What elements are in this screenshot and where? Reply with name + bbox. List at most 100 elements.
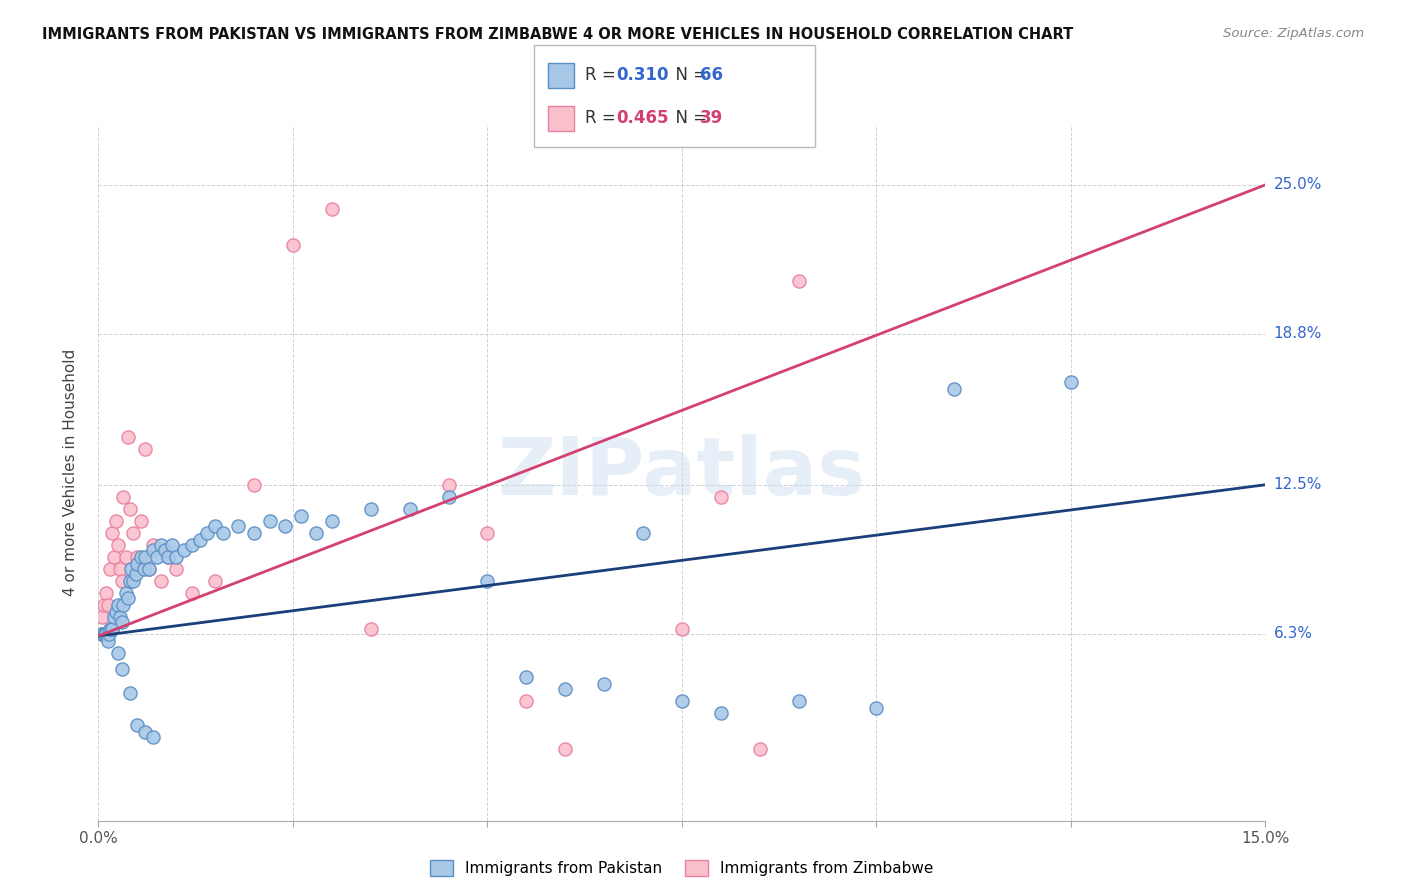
Point <box>101 622 124 636</box>
Point <box>515 670 537 684</box>
Point <box>204 574 226 588</box>
Point <box>127 557 149 571</box>
Text: N =: N = <box>665 66 713 85</box>
Point <box>98 562 121 576</box>
Point <box>96 585 118 599</box>
Text: 0.310: 0.310 <box>616 66 668 85</box>
Point <box>180 538 202 552</box>
Point <box>117 430 139 444</box>
Point <box>943 382 966 396</box>
Point <box>134 724 156 739</box>
Point <box>146 549 169 564</box>
Point <box>157 549 180 564</box>
Point <box>104 605 127 619</box>
Text: 0.465: 0.465 <box>616 110 668 128</box>
Point <box>100 622 122 636</box>
Point <box>127 549 149 564</box>
Point <box>101 525 124 540</box>
Point <box>98 622 121 636</box>
Point <box>142 538 165 552</box>
Point <box>107 598 129 612</box>
Text: 66: 66 <box>700 66 723 85</box>
Text: ZIPatlas: ZIPatlas <box>498 434 866 512</box>
Point <box>149 574 172 588</box>
Point <box>321 202 343 216</box>
Point <box>134 549 156 564</box>
Point <box>93 626 115 640</box>
Point <box>111 663 134 677</box>
Point <box>360 501 382 516</box>
Text: R =: R = <box>585 66 621 85</box>
Point <box>118 686 141 700</box>
Point <box>212 525 235 540</box>
Point <box>360 622 382 636</box>
Point <box>127 717 149 731</box>
Point <box>108 562 131 576</box>
Text: 12.5%: 12.5% <box>1274 477 1322 492</box>
Point <box>398 501 420 516</box>
Point <box>671 622 693 636</box>
Point <box>138 562 160 576</box>
Point <box>228 518 250 533</box>
Point <box>114 585 136 599</box>
Text: 25.0%: 25.0% <box>1274 178 1322 193</box>
Point <box>305 525 328 540</box>
Point <box>259 514 281 528</box>
Point <box>710 706 733 720</box>
Point <box>243 525 266 540</box>
Point <box>111 615 134 629</box>
Point <box>554 741 576 756</box>
Point <box>90 626 112 640</box>
Point <box>437 490 460 504</box>
Point <box>103 609 125 624</box>
Point <box>120 562 142 576</box>
Point <box>107 646 129 660</box>
Point <box>122 525 145 540</box>
Point <box>281 237 304 252</box>
Point <box>1060 375 1083 389</box>
Point <box>97 633 120 648</box>
Text: R =: R = <box>585 110 621 128</box>
Point <box>865 701 887 715</box>
Point <box>165 562 187 576</box>
Point <box>173 542 195 557</box>
Point <box>118 574 141 588</box>
Point <box>274 518 297 533</box>
Point <box>104 514 127 528</box>
Point <box>195 525 218 540</box>
Point <box>157 549 180 564</box>
Point <box>98 626 121 640</box>
Point <box>125 566 148 581</box>
Point <box>153 542 176 557</box>
Point <box>122 574 145 588</box>
Text: IMMIGRANTS FROM PAKISTAN VS IMMIGRANTS FROM ZIMBABWE 4 OR MORE VEHICLES IN HOUSE: IMMIGRANTS FROM PAKISTAN VS IMMIGRANTS F… <box>42 27 1073 42</box>
Text: 6.3%: 6.3% <box>1274 626 1313 641</box>
Point <box>162 538 184 552</box>
Point <box>710 490 733 504</box>
Point <box>117 591 139 605</box>
Y-axis label: 4 or more Vehicles in Household: 4 or more Vehicles in Household <box>63 349 77 597</box>
Point <box>97 598 120 612</box>
Point <box>787 274 810 288</box>
Point <box>290 508 312 523</box>
Point <box>112 598 135 612</box>
Point <box>631 525 654 540</box>
Point <box>180 585 202 599</box>
Point <box>437 477 460 491</box>
Point <box>321 514 343 528</box>
Point <box>118 501 141 516</box>
Point <box>114 549 136 564</box>
Point <box>142 542 165 557</box>
Point <box>112 490 135 504</box>
Point <box>111 574 134 588</box>
Point <box>138 562 160 576</box>
Point <box>132 562 155 576</box>
Point <box>129 549 152 564</box>
Point <box>134 442 156 456</box>
Point <box>103 549 125 564</box>
Point <box>91 626 114 640</box>
Point <box>129 514 152 528</box>
Point <box>477 574 499 588</box>
Text: Source: ZipAtlas.com: Source: ZipAtlas.com <box>1223 27 1364 40</box>
Point <box>515 694 537 708</box>
